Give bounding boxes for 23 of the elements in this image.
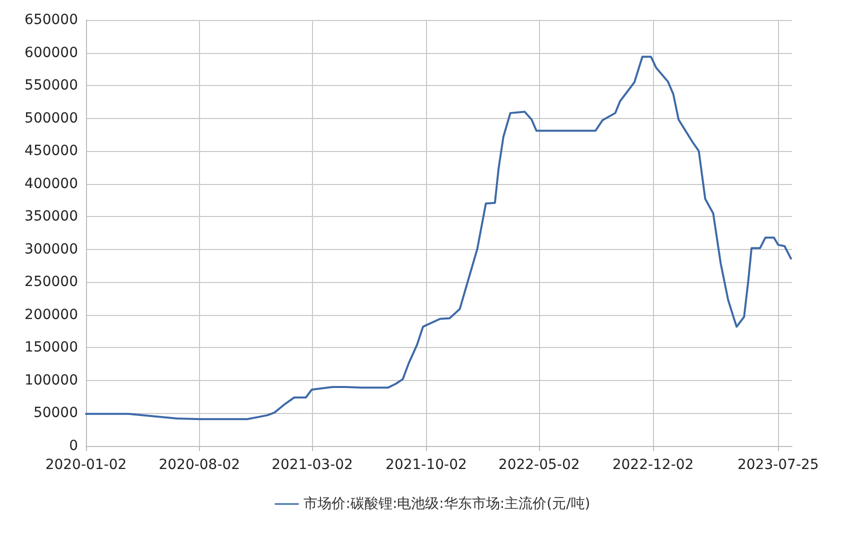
y-tick-label: 100000 [24,372,78,388]
y-tick-label: 250000 [24,274,78,290]
y-tick-label: 600000 [24,44,78,61]
y-tick-label: 0 [69,438,78,454]
x-tick-label: 2021-10-02 [386,457,467,473]
y-tick-label: 650000 [24,12,78,28]
legend-label: 市场价:碳酸锂:电池级:华东市场:主流价(元/吨) [304,496,590,512]
y-tick-label: 500000 [24,110,78,126]
x-tick-label: 2022-05-02 [498,457,580,473]
y-tick-label: 150000 [24,340,78,356]
y-tick-label: 550000 [24,78,78,94]
x-tick-label: 2021-03-02 [272,457,353,473]
x-tick-label: 2022-12-02 [612,457,694,473]
y-tick-label: 200000 [24,306,78,323]
y-tick-label: 300000 [24,241,78,258]
y-tick-label: 350000 [24,208,78,225]
x-tick-label: 2023-07-25 [737,457,819,473]
x-tick-label: 2020-01-02 [45,457,127,473]
y-tick-label: 450000 [24,143,78,160]
y-tick-label: 400000 [24,176,78,192]
y-tick-label: 50000 [33,405,78,422]
x-tick-label: 2020-08-02 [158,457,240,473]
line-series [85,56,792,420]
